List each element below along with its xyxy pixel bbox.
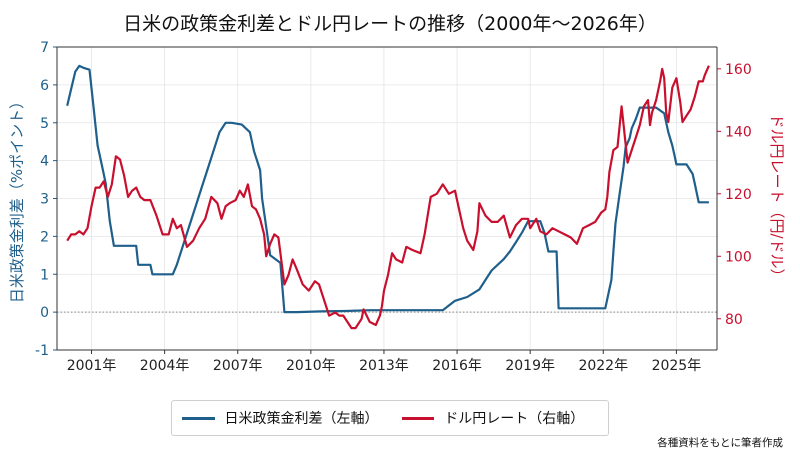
y-tick-label-left: 6 xyxy=(40,78,49,94)
legend-item-usdjpy: ドル円レート（右軸） xyxy=(401,408,585,428)
x-tick-label: 2010年 xyxy=(286,358,336,374)
x-tick-label: 2022年 xyxy=(578,358,628,374)
y-tick-label-right: 100 xyxy=(725,249,752,265)
legend-label-rate-diff: 日米政策金利差（左軸） xyxy=(224,411,379,427)
ticks: -1 0 1 2 3 4 5 6 7 80 100 120 140 160 2001年 2004年 2007年 2… xyxy=(35,40,752,374)
y-axis-label-left: 日米政策金利差（%ポイント） xyxy=(8,94,26,303)
y-tick-label-left: 3 xyxy=(40,192,49,208)
x-tick-label: 2004年 xyxy=(140,358,190,374)
y-tick-label-left: 5 xyxy=(40,116,49,132)
series-group xyxy=(66,64,710,330)
axes xyxy=(53,46,721,354)
y-tick-label-left: 1 xyxy=(40,267,49,283)
chart-title: 日米の政策金利差とドル円レートの推移（2000年〜2026年） xyxy=(123,13,657,35)
y-tick-label-right: 80 xyxy=(725,312,743,328)
series-line-rate-diff xyxy=(66,64,709,314)
legend-item-rate-diff: 日米政策金利差（左軸） xyxy=(182,408,379,428)
x-tick-label: 2001年 xyxy=(67,358,117,374)
series-line-usdjpy xyxy=(66,65,710,330)
y-tick-label-left: 0 xyxy=(40,305,49,321)
legend-swatch-usdjpy xyxy=(401,416,435,420)
y-axis-label-right: ドル円レート（円/ドル） xyxy=(768,113,786,283)
y-tick-label-right: 120 xyxy=(725,187,752,203)
y-tick-label-left: 4 xyxy=(40,154,49,170)
y-tick-label-left: -1 xyxy=(35,343,49,359)
x-tick-label: 2013年 xyxy=(359,358,409,374)
legend-swatch-rate-diff xyxy=(182,416,215,420)
source-note: 各種資料をもとに筆者作成 xyxy=(657,437,783,449)
y-tick-label-right: 160 xyxy=(725,62,752,78)
x-tick-label: 2016年 xyxy=(432,358,482,374)
grid xyxy=(57,46,717,351)
y-tick-label-right: 140 xyxy=(725,124,752,140)
legend-label-usdjpy: ドル円レート（右軸） xyxy=(444,411,585,427)
x-tick-label: 2007年 xyxy=(213,358,263,374)
x-tick-label: 2019年 xyxy=(505,358,555,374)
x-tick-label: 2025年 xyxy=(652,358,702,374)
y-tick-label-left: 7 xyxy=(40,40,49,56)
y-tick-label-left: 2 xyxy=(40,229,49,245)
legend: 日米政策金利差（左軸） ドル円レート（右軸） xyxy=(171,400,609,436)
